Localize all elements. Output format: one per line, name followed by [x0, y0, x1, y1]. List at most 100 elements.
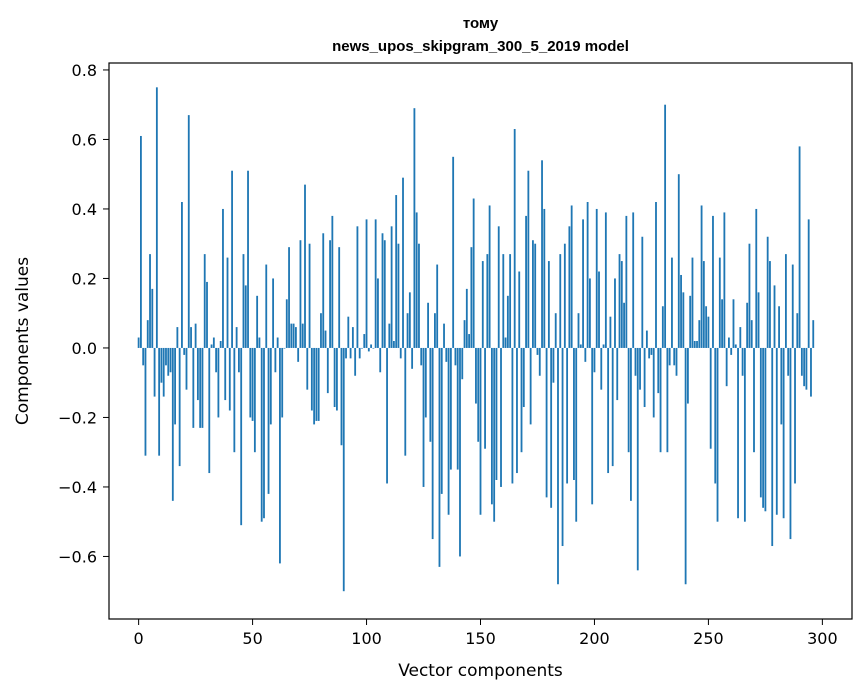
bar: [418, 243, 420, 348]
bar: [784, 254, 787, 348]
bar: [778, 306, 780, 348]
bar: [199, 347, 202, 428]
bar: [536, 347, 539, 355]
bar: [411, 347, 414, 369]
bar: [304, 184, 306, 348]
bar: [800, 347, 803, 376]
bar: [363, 334, 366, 348]
bar: [445, 347, 448, 362]
bar: [420, 347, 423, 366]
bar: [755, 208, 758, 348]
bar: [299, 240, 302, 348]
bar: [609, 316, 612, 348]
bar: [716, 347, 719, 522]
bar: [356, 226, 359, 348]
bar: [167, 347, 170, 376]
bar: [263, 347, 265, 519]
bar: [668, 347, 671, 366]
bar: [208, 347, 211, 474]
bar: [404, 347, 407, 456]
bar: [306, 347, 309, 390]
bar: [682, 292, 685, 348]
bar: [449, 347, 452, 470]
bar: [493, 347, 496, 522]
x-tick-label: 50: [242, 629, 262, 648]
bar: [586, 202, 589, 348]
bar: [181, 202, 183, 348]
bar: [648, 347, 651, 359]
bar: [345, 347, 347, 359]
bar: [233, 347, 236, 453]
bar: [361, 347, 363, 349]
y-tick-label: 0.2: [72, 269, 97, 288]
bar: [162, 347, 165, 397]
bar: [294, 327, 297, 348]
bar: [347, 316, 350, 348]
bar: [746, 302, 749, 348]
bar: [794, 347, 796, 484]
bar: [684, 347, 687, 585]
bar: [620, 261, 623, 348]
bar: [584, 347, 587, 362]
bar: [415, 212, 418, 348]
bar: [242, 254, 245, 348]
bar: [582, 219, 584, 348]
y-axis-ticks: −0.6 −0.4 −0.2 0.0 0.2 0.4 0.6 0.8: [58, 61, 109, 566]
bar: [472, 198, 475, 348]
bar: [602, 344, 605, 348]
bar: [773, 285, 776, 348]
bar: [397, 243, 400, 348]
x-tick-label: 300: [807, 629, 838, 648]
bar: [511, 347, 514, 484]
bar: [652, 347, 655, 418]
x-tick-label: 150: [465, 629, 496, 648]
bar: [769, 261, 771, 348]
bar: [604, 212, 607, 348]
bar: [158, 347, 161, 456]
bar: [522, 347, 525, 408]
bar: [465, 288, 468, 348]
bar: [568, 226, 571, 348]
bar: [251, 347, 254, 421]
bar: [440, 347, 443, 494]
bar: [527, 170, 530, 348]
bar: [381, 233, 384, 348]
bar: [632, 212, 635, 348]
bar: [757, 292, 760, 348]
y-tick-label: 0.0: [72, 339, 97, 358]
bar: [434, 313, 436, 348]
y-tick-label: −0.4: [58, 478, 97, 497]
bar: [506, 295, 509, 348]
bar: [185, 347, 188, 390]
bar: [677, 174, 680, 348]
bar: [390, 226, 393, 348]
bar: [231, 170, 233, 348]
bar: [201, 347, 204, 428]
bar: [238, 347, 240, 373]
bar: [645, 330, 648, 348]
bar: [541, 160, 543, 348]
bar: [759, 347, 762, 498]
y-axis-label: Components values: [13, 257, 33, 425]
bar: [712, 215, 714, 348]
bar: [714, 347, 717, 484]
bar: [600, 347, 603, 390]
bar: [292, 323, 295, 348]
bar: [791, 264, 794, 348]
bar: [320, 313, 322, 348]
bar: [550, 347, 553, 508]
bar: [764, 347, 767, 512]
bar: [516, 347, 518, 474]
bar: [789, 347, 792, 540]
bar: [810, 347, 812, 397]
x-axis-ticks: 0 50 100 150 200 250 300: [134, 619, 838, 648]
bar: [326, 347, 329, 394]
bar: [780, 347, 783, 425]
bar: [281, 347, 284, 418]
bar: [591, 347, 594, 505]
bar: [479, 347, 482, 515]
bar: [686, 347, 689, 404]
bar: [470, 247, 473, 348]
bar: [750, 320, 753, 348]
bar: [748, 243, 751, 348]
